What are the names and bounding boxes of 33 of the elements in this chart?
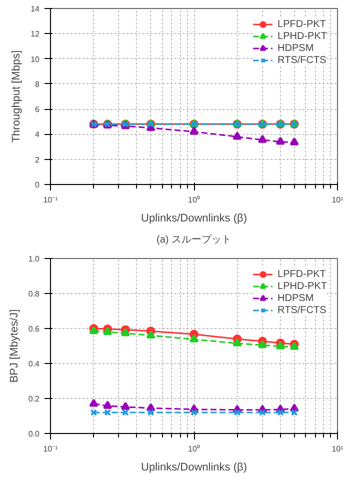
- text: (a) スループット: [156, 234, 232, 246]
- y-tick-label: 0.8: [28, 290, 40, 298]
- y-tick-label: 12: [30, 30, 40, 39]
- y-tick-label: 0.0: [28, 430, 40, 438]
- legend-label: RTS/FCTS: [278, 304, 326, 316]
- x-tick-label: 10¹: [332, 444, 344, 454]
- x-tick-label: 10⁻¹: [43, 444, 58, 454]
- y-axis-title: Throughput [Mbps]: [10, 50, 23, 143]
- x-tick-label: 10¹: [332, 196, 344, 204]
- y-tick-label: 0: [35, 180, 40, 190]
- y-axis-title: BPJ [Mbytes/J]: [8, 309, 20, 383]
- x-tick-label: 10⁰: [188, 444, 200, 454]
- y-tick-label: 14: [30, 4, 40, 14]
- y-tick-label: 0.6: [28, 324, 40, 334]
- y-tick-label: 4: [35, 130, 40, 140]
- legend-label: RTS/FCTS: [278, 54, 326, 66]
- x-axis-title: Uplinks/Downlinks (β): [141, 462, 247, 474]
- legend-label: HDPSM: [278, 42, 314, 54]
- y-tick-label: 10: [30, 54, 40, 64]
- x-axis-title: Uplinks/Downlinks (β): [141, 212, 247, 224]
- x-tick-label: 10⁻¹: [43, 196, 58, 204]
- legend-label: LPHD-PKT: [278, 280, 327, 292]
- legend-label: LPFD-PKT: [278, 18, 326, 30]
- y-tick-label: 2: [35, 155, 40, 164]
- y-tick-label: 1.0: [28, 254, 40, 264]
- y-tick-label: 0.4: [28, 360, 40, 368]
- y-tick-label: 0.2: [28, 394, 40, 404]
- legend-label: LPFD-PKT: [278, 268, 326, 280]
- y-tick-label: 6: [35, 105, 40, 114]
- x-tick-label: 10⁰: [188, 196, 200, 204]
- legend-label: HDPSM: [278, 292, 314, 304]
- y-tick-label: 8: [35, 80, 40, 89]
- legend-label: LPHD-PKT: [278, 30, 327, 42]
